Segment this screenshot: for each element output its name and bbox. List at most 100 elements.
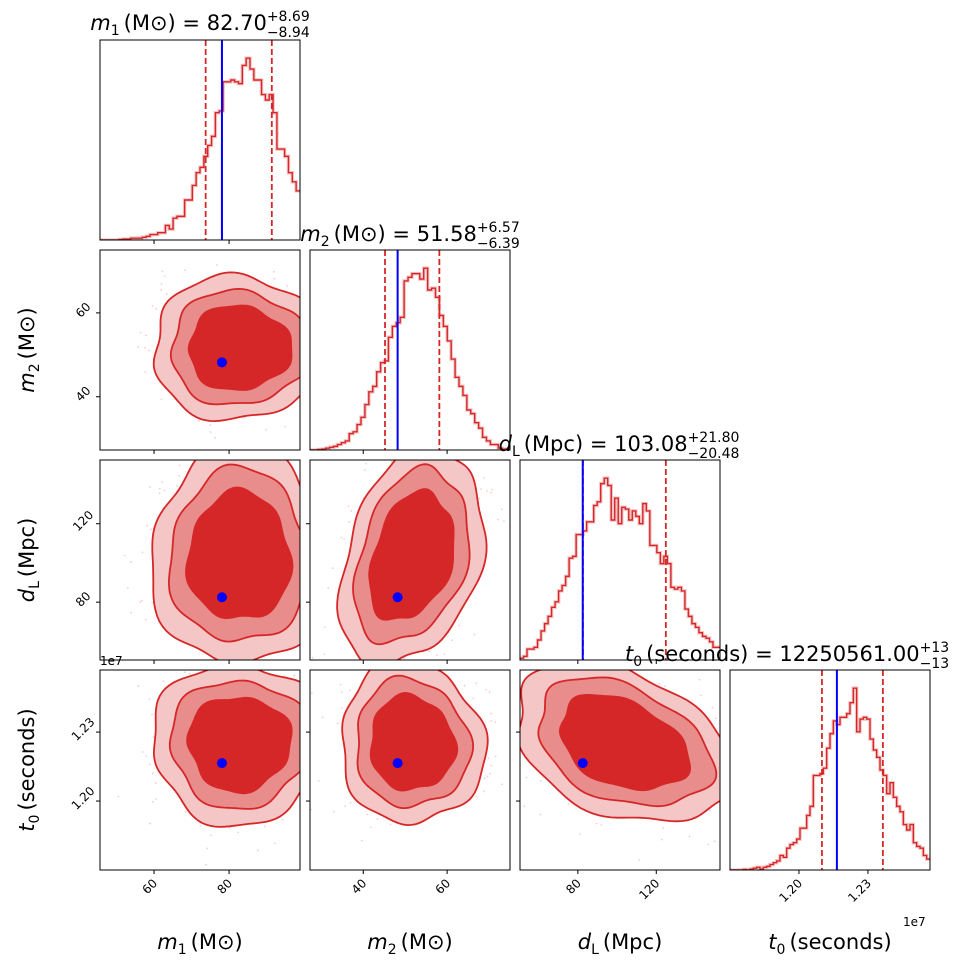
sample-point — [318, 285, 320, 287]
sample-point — [494, 662, 496, 664]
x-tick-label: 120 — [636, 876, 662, 902]
sample-point — [158, 487, 161, 490]
sample-point — [349, 802, 352, 804]
histogram-step — [520, 477, 720, 660]
sample-point — [483, 790, 486, 793]
sample-point — [127, 587, 129, 590]
sample-point — [140, 599, 143, 602]
sample-point — [313, 537, 315, 539]
xlabel-m1: m1 (M⊙) — [157, 930, 243, 958]
sample-point — [360, 839, 363, 842]
sample-point — [525, 776, 528, 779]
histogram-step — [100, 57, 300, 240]
sample-point — [540, 779, 542, 782]
sample-point — [343, 538, 345, 541]
sample-point — [349, 689, 351, 692]
sample-point — [404, 666, 406, 668]
y-tick-label: 1.20 — [69, 784, 98, 813]
sample-point — [513, 696, 515, 698]
x-axis-labels: m1 (M⊙) m2 (M⊙) dL (Mpc) t0 (seconds) 1e7 — [157, 915, 925, 958]
sample-point — [176, 485, 179, 487]
panel-frame — [519, 459, 721, 661]
sample-point — [141, 751, 144, 753]
sample-point — [215, 264, 218, 266]
sample-point — [331, 745, 333, 747]
sample-point — [263, 825, 266, 828]
sample-point — [155, 307, 158, 310]
sample-point — [513, 702, 515, 704]
sample-point — [161, 481, 164, 483]
sample-point — [318, 765, 320, 767]
sample-point — [310, 692, 313, 695]
sample-point — [189, 672, 191, 675]
sample-point — [465, 676, 467, 678]
sample-point — [145, 755, 148, 758]
sample-point — [340, 707, 343, 710]
sample-point — [307, 480, 309, 482]
sample-point — [148, 763, 151, 766]
sample-point — [130, 611, 132, 614]
sample-point — [494, 755, 497, 758]
sample-point — [327, 805, 329, 807]
sample-point — [302, 482, 304, 484]
sample-point — [183, 671, 186, 674]
sample-point — [273, 842, 276, 845]
sample-point — [319, 698, 321, 700]
sample-point — [311, 727, 313, 729]
sample-point — [480, 488, 483, 490]
sample-point — [399, 455, 401, 457]
sample-point — [490, 764, 493, 767]
sample-point — [199, 825, 202, 827]
sample-point — [638, 858, 641, 861]
xlabel-t0: t0 (seconds) — [768, 930, 891, 958]
sample-point — [739, 825, 741, 827]
sample-point — [515, 742, 517, 744]
sample-point — [375, 454, 377, 456]
sample-point — [148, 486, 151, 488]
sample-point — [271, 666, 273, 668]
sample-point — [273, 277, 276, 280]
sample-point — [304, 500, 306, 502]
sample-point — [567, 803, 570, 805]
sample-point — [404, 668, 406, 670]
sample-point — [445, 455, 447, 457]
sample-point — [483, 777, 486, 780]
sample-point — [160, 283, 163, 285]
sample-point — [733, 769, 735, 771]
y-tick-label: 60 — [73, 300, 94, 321]
title-t0: t0 (seconds) = 12250561.00+13 −13 — [625, 640, 949, 672]
contour-panel-3-2: 80 120 — [465, 631, 771, 902]
sample-point — [311, 599, 313, 601]
sample-point — [151, 601, 154, 604]
sample-point — [355, 502, 357, 504]
sample-point — [713, 840, 716, 843]
sample-point — [340, 536, 343, 539]
sample-point — [600, 824, 603, 826]
sample-point — [769, 764, 771, 766]
sample-point — [148, 697, 151, 700]
sample-point — [533, 631, 535, 633]
sample-point — [491, 488, 494, 491]
sample-point — [311, 272, 313, 274]
sample-point — [489, 772, 492, 775]
sample-point — [204, 437, 206, 439]
sample-point — [141, 551, 144, 554]
sample-point — [175, 663, 177, 665]
sample-point — [301, 700, 303, 702]
sample-point — [151, 304, 154, 307]
sample-point — [154, 782, 157, 785]
sample-point — [490, 720, 493, 722]
sample-point — [466, 698, 468, 700]
sample-point — [523, 805, 526, 808]
sample-point — [511, 735, 513, 737]
sample-point — [307, 380, 309, 382]
sample-point — [422, 442, 424, 444]
contour-panel-2-0: 80 120 — [70, 437, 357, 665]
sample-point — [184, 269, 187, 272]
sample-point — [318, 677, 320, 679]
sample-point — [314, 307, 316, 309]
sample-point — [475, 795, 478, 798]
sample-point — [210, 834, 212, 837]
histogram-step — [310, 267, 510, 450]
sample-point — [439, 451, 441, 453]
